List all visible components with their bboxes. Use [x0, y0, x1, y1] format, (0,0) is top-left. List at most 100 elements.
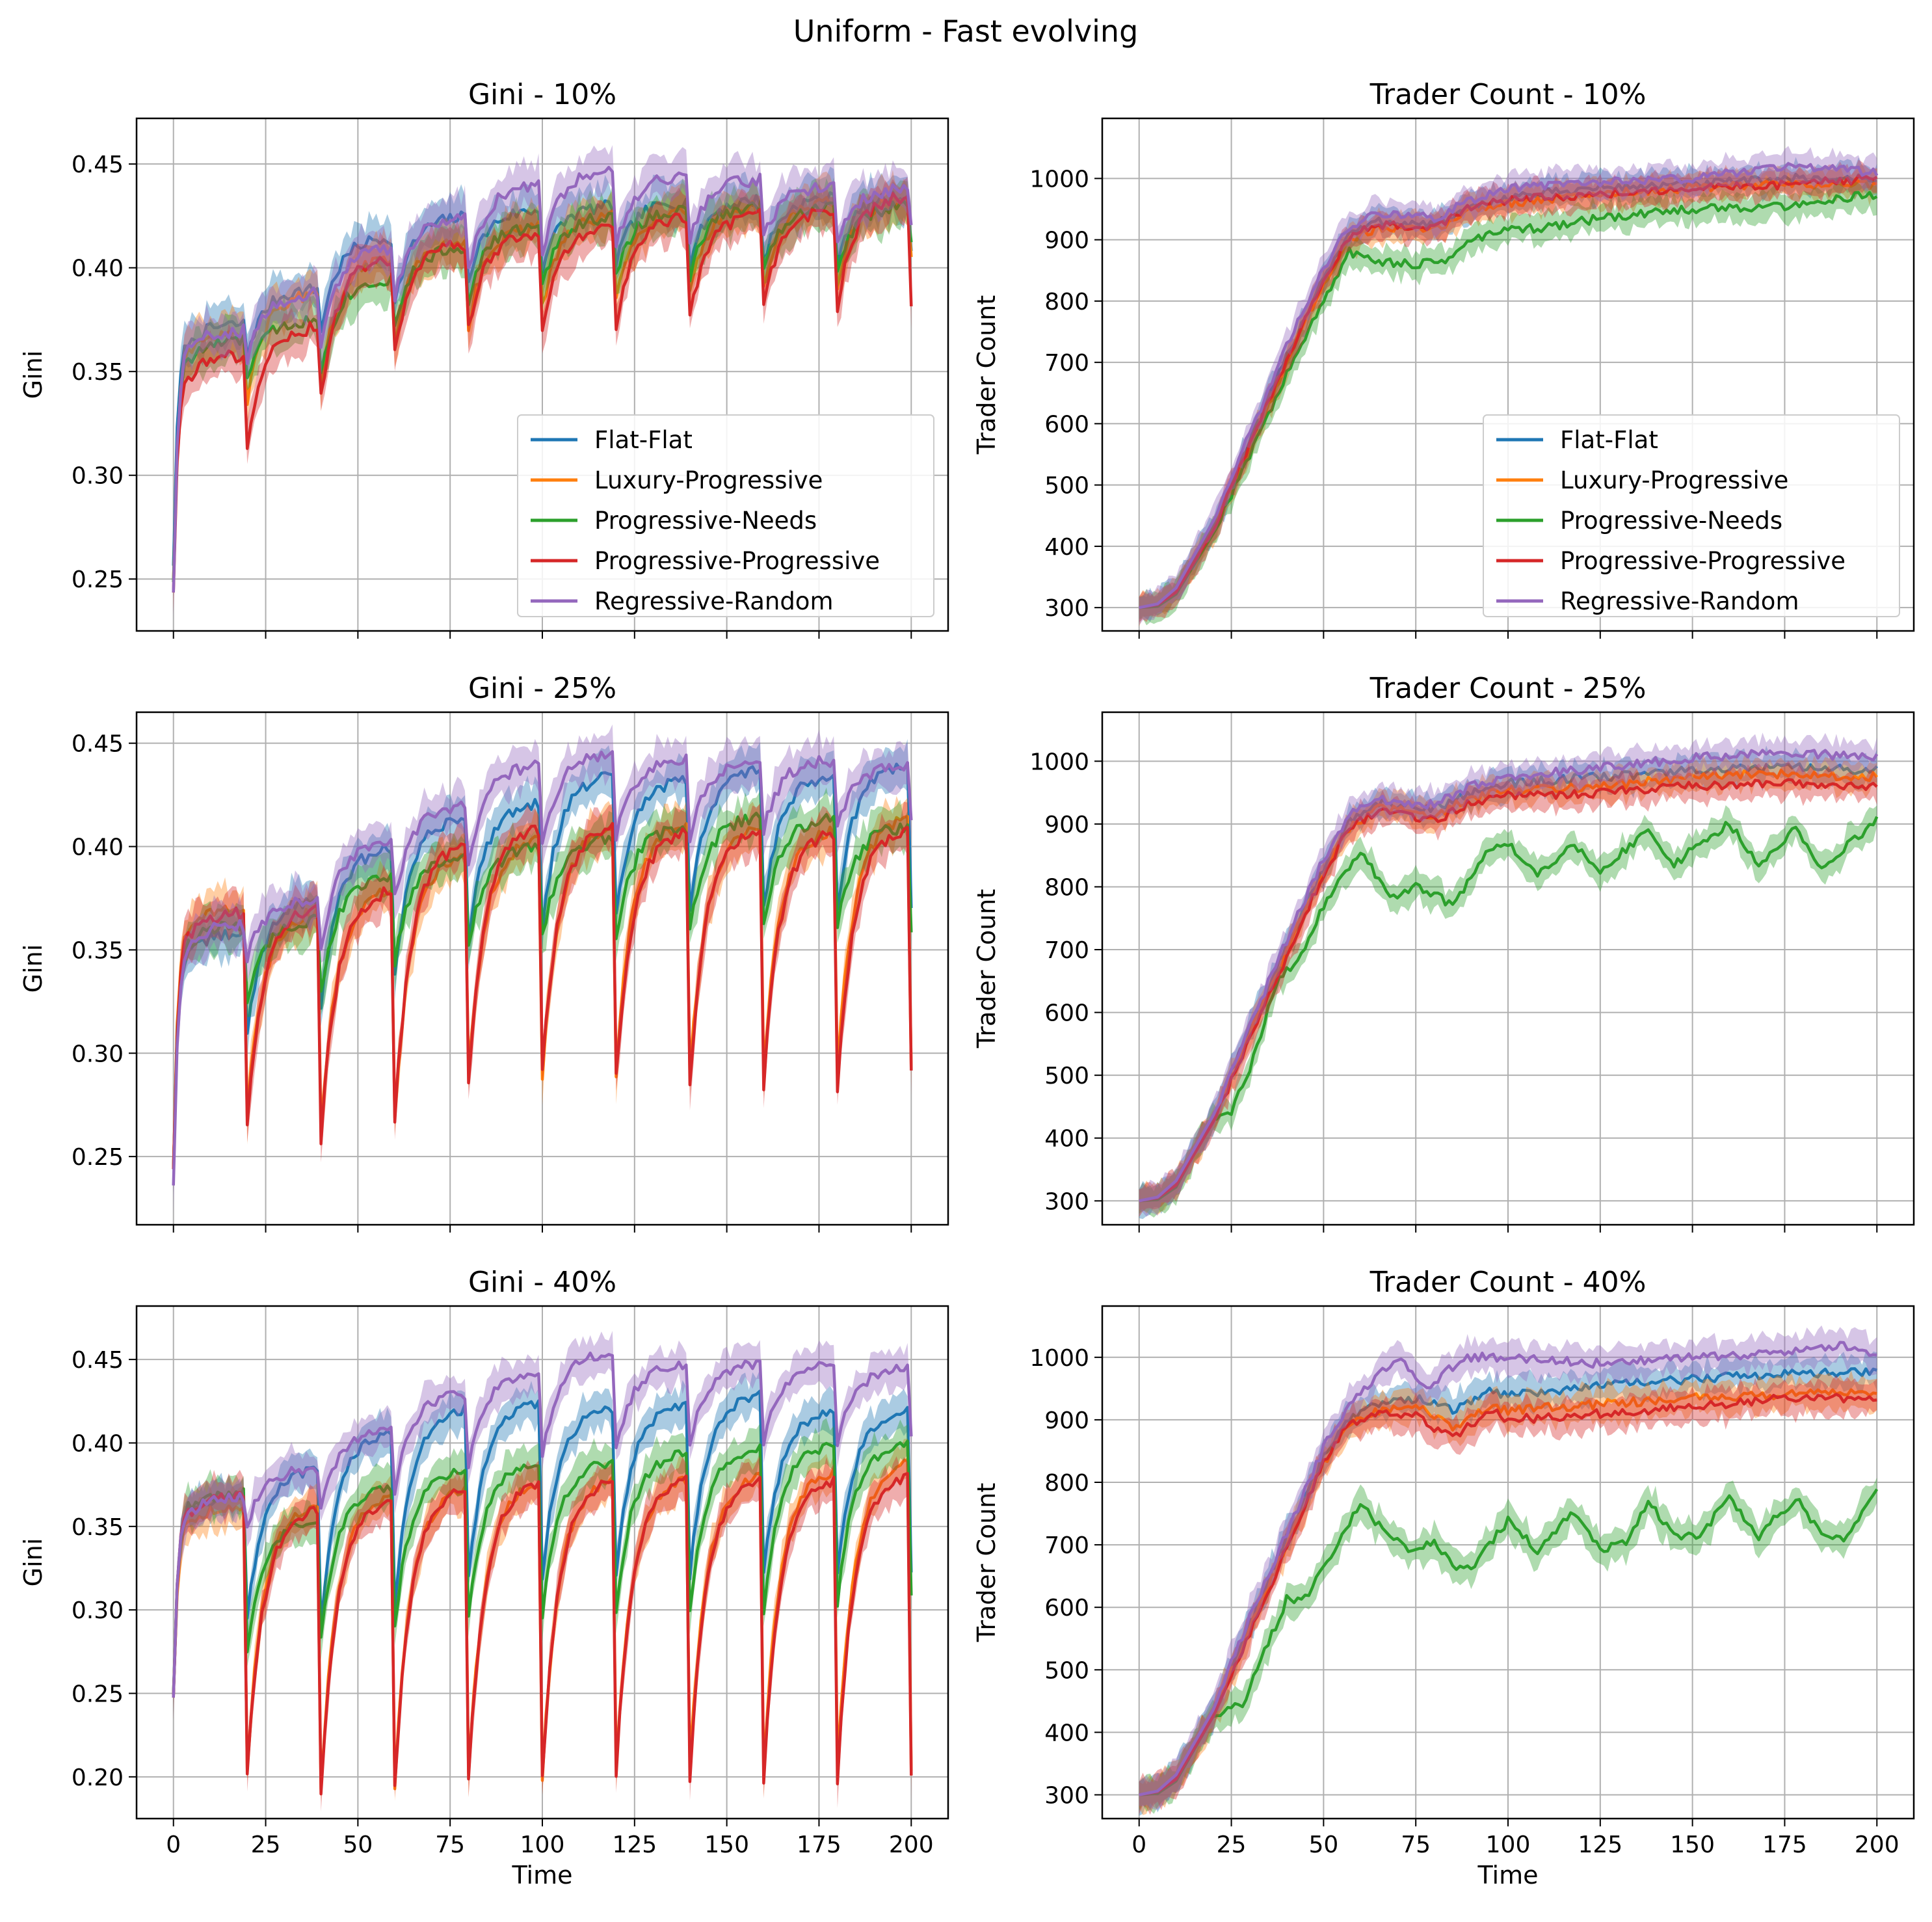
series-band-regressive-random: [173, 1331, 912, 1710]
y-tick-label: 300: [1044, 595, 1089, 622]
y-tick-label: 0.35: [72, 359, 124, 386]
x-tick-label: 75: [1401, 1832, 1431, 1858]
subplot-4: Trader Count - 25% 300 400 500 600 700 800 900 1…: [972, 672, 1915, 1233]
y-tick-label: 0.40: [72, 1430, 124, 1457]
legend-label: Progressive-Needs: [594, 507, 817, 535]
y-tick-label: 500: [1044, 1063, 1089, 1089]
series-line-progressive-needs: [172, 1439, 913, 1695]
x-tick-label: 0: [1131, 1832, 1146, 1858]
subplot-6: Trader Count - 40% 0 25 50 75 100 125 150 175 200…: [972, 1266, 1915, 1889]
subplot-3: Gini - 25% 0.25 0.30 0.35 0.40 0.45 Gini: [19, 672, 949, 1233]
x-tick-label: 50: [343, 1832, 373, 1858]
x-tick-label: 25: [251, 1832, 281, 1858]
series-band-progressive-needs: [1139, 176, 1877, 626]
axes-frame: [1101, 117, 1915, 632]
y-tick-label: 800: [1044, 289, 1089, 315]
series-line-luxury-progressive: [172, 814, 913, 1169]
y-tick-label: 800: [1044, 1470, 1089, 1497]
series-line-progressive-needs: [172, 811, 913, 1169]
plot-area: [172, 724, 913, 1214]
y-axis-label: Trader Count: [972, 295, 1001, 455]
y-tick-label: 600: [1044, 411, 1089, 438]
series-band-regressive-random: [173, 724, 912, 1214]
plot-area: [1139, 146, 1879, 627]
legend-box: [1483, 414, 1900, 617]
y-tick-label: 900: [1044, 812, 1089, 838]
y-tick-label: 500: [1044, 473, 1089, 500]
series-band-progressive-progressive: [1139, 159, 1877, 622]
x-tick-label: 0: [166, 1832, 181, 1858]
legend-label: Progressive-Progressive: [594, 547, 880, 575]
x-tick-label: 100: [1486, 1832, 1531, 1858]
series-band-progressive-needs: [1139, 1477, 1877, 1814]
subplot-grid: Gini - 10% 0.25 0.30 0.35 0.40 0.45 Gini Flat-F…: [19, 78, 1915, 1889]
series-line-luxury-progressive: [1139, 768, 1879, 1203]
legend-label: Flat-Flat: [1560, 426, 1658, 454]
axes-frame: [135, 117, 949, 632]
x-tick-label: 125: [1578, 1832, 1622, 1858]
y-tick-label: 1000: [1029, 749, 1089, 775]
y-axis-label: Gini: [19, 944, 47, 993]
y-tick-label: 0.30: [72, 1041, 124, 1067]
axes: 0.25 0.30 0.35 0.40 0.45 Gini: [19, 152, 912, 639]
legend-label: Luxury-Progressive: [594, 466, 823, 494]
series-line-regressive-random: [172, 1351, 913, 1698]
series-line-luxury-progressive: [1139, 1388, 1877, 1796]
y-tick-label: 0.30: [72, 1597, 124, 1624]
y-tick-label: 500: [1044, 1657, 1089, 1684]
panel-title: Trader Count - 25%: [1370, 672, 1647, 705]
subplot-2: Trader Count - 10% 300 400 500 600 700 800 900 1…: [972, 78, 1915, 639]
panel-title: Gini - 40%: [468, 1266, 616, 1299]
legend-label: Progressive-Progressive: [1560, 547, 1846, 575]
y-tick-label: 300: [1044, 1782, 1089, 1809]
y-tick-label: 0.25: [72, 567, 124, 593]
axes-frame: [135, 711, 949, 1226]
legend-label: Regressive-Random: [594, 587, 834, 615]
y-tick-label: 900: [1044, 228, 1089, 254]
y-axis-label: Trader Count: [972, 1483, 1001, 1643]
panel-title: Gini - 25%: [468, 672, 616, 705]
axes-frame: [1101, 1305, 1915, 1820]
series-band-progressive-needs: [173, 175, 912, 599]
y-tick-label: 0.25: [72, 1681, 124, 1707]
axes: 0 25 50 75 100 125 150 175 200 300 400 500 600 700 800…: [972, 1345, 1899, 1889]
legend-label: Progressive-Needs: [1560, 507, 1782, 535]
x-tick-label: 125: [612, 1832, 657, 1858]
plot-area: [172, 145, 913, 619]
legend-box: [517, 414, 934, 617]
gridlines: [137, 712, 948, 1225]
y-axis-label: Gini: [19, 1538, 47, 1587]
y-tick-label: 400: [1044, 534, 1089, 561]
series-band-regressive-random: [173, 145, 912, 619]
y-tick-label: 400: [1044, 1126, 1089, 1153]
series-line-regressive-random: [1139, 162, 1879, 609]
y-tick-label: 600: [1044, 1595, 1089, 1622]
subplot-5: Gini - 40% 0 25 50 75 100 125 150 175 200 0.20 0.25…: [19, 1266, 949, 1889]
legend: Flat-Flat Luxury-Progressive Progressive-N…: [1483, 414, 1900, 617]
panel-title: Trader Count - 10%: [1370, 78, 1647, 111]
series-line-progressive-needs: [1139, 816, 1879, 1203]
plot-area: [172, 1331, 913, 1812]
plot-area: [1139, 732, 1879, 1220]
series-band-luxury-progressive: [1139, 754, 1877, 1215]
series-line-progressive-needs: [172, 200, 913, 583]
series-line-progressive-progressive: [172, 1472, 913, 1796]
series-line-progressive-progressive: [172, 192, 913, 593]
series-line-regressive-random: [172, 165, 913, 593]
series-band-regressive-random: [1139, 732, 1877, 1217]
x-tick-label: 75: [435, 1832, 465, 1858]
series-band-regressive-random: [1139, 146, 1877, 626]
y-tick-label: 700: [1044, 350, 1089, 377]
panel-title: Trader Count - 40%: [1370, 1266, 1647, 1299]
y-tick-label: 300: [1044, 1188, 1089, 1215]
y-tick-label: 0.45: [72, 152, 124, 178]
y-tick-label: 0.40: [72, 256, 124, 282]
series-line-progressive-progressive: [1139, 778, 1878, 1203]
series-band-flat-flat: [1139, 1350, 1877, 1816]
legend-label: Flat-Flat: [594, 426, 693, 454]
legend: Flat-Flat Luxury-Progressive Progressive-N…: [517, 414, 934, 617]
y-tick-label: 400: [1044, 1720, 1089, 1746]
axes-frame: [135, 1305, 949, 1820]
x-tick-label: 200: [1855, 1832, 1899, 1858]
series-line-progressive-needs: [1139, 1488, 1879, 1796]
